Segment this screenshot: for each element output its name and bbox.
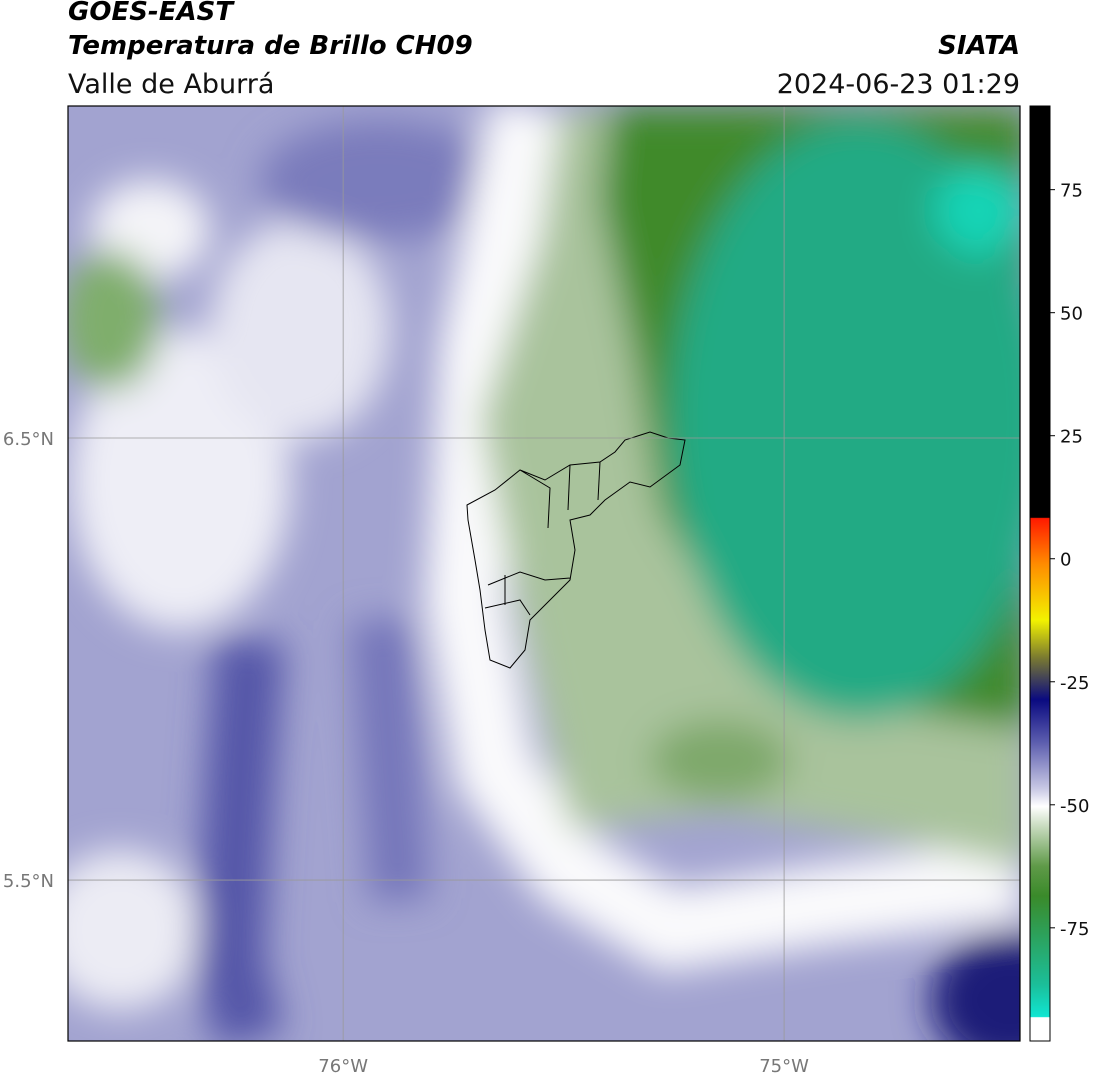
x-tick-label: 76°W [318,1056,368,1077]
colorbar-tick-label: 25 [1060,427,1083,448]
colorbar [1029,105,1051,1042]
x-tick-label: 75°W [759,1056,809,1077]
y-tick-label: 5.5°N [3,871,54,892]
y-tick-label: 6.5°N [3,429,54,450]
colorbar-tick-label: -25 [1060,673,1089,694]
municipality-outline [466,431,686,669]
colorbar-tick-label: 75 [1060,181,1083,202]
colorbar-tick-label: 0 [1060,550,1071,571]
title: Temperatura de Brillo CH09 [68,31,473,61]
satellite: GOES-EAST [68,0,235,27]
colorbar-tick-label: 50 [1060,304,1083,325]
datetime: 2024-06-23 01:29 [777,69,1020,100]
region: Valle de Aburrá [68,69,274,100]
map-field [68,106,1020,1041]
colorbar-tick-label: -50 [1060,796,1089,817]
map-frame [67,105,1021,1042]
colorbar-tick-label: -75 [1060,919,1089,940]
source: SIATA [938,31,1020,61]
